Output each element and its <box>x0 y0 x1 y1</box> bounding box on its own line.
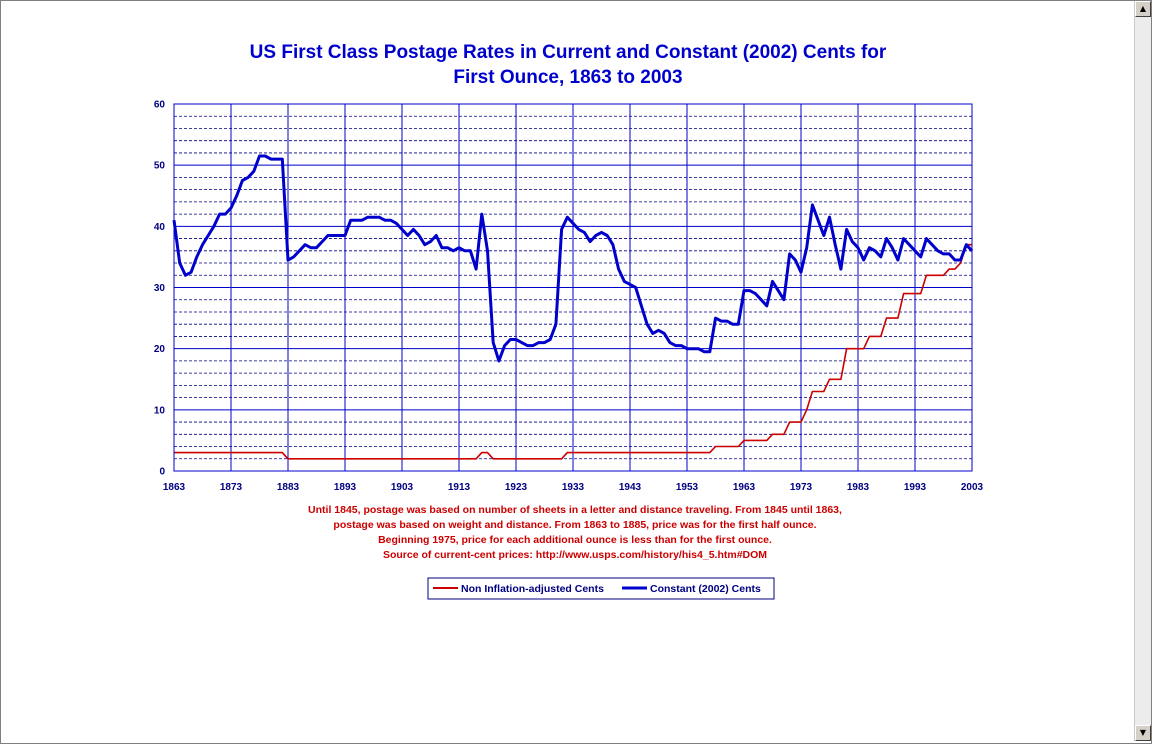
x-axis-ticks: 1863 1873 1883 1893 1903 1913 1923 1933 1943 1953… <box>163 482 984 493</box>
grid <box>173 103 973 472</box>
down-arrow-icon[interactable]: ▼ <box>1135 725 1151 741</box>
y-tick-label: 30 <box>154 283 166 294</box>
x-tick-label: 1983 <box>847 482 870 493</box>
x-tick-label: 1883 <box>277 482 300 493</box>
x-tick-label: 1923 <box>505 482 528 493</box>
legend-label-constant: Constant (2002) Cents <box>650 583 761 595</box>
x-tick-label: 1913 <box>448 482 471 493</box>
x-tick-label: 1993 <box>904 482 927 493</box>
chart-title-line-2: First Ounce, 1863 to 2003 <box>453 67 682 88</box>
chart-title-line-1: US First Class Postage Rates in Current … <box>250 42 887 63</box>
series-line-constant-cents <box>172 154 974 363</box>
legend: Non Inflation-adjusted Cents Constant (2… <box>427 577 775 600</box>
y-tick-label: 0 <box>159 467 165 478</box>
legend-label-current: Non Inflation-adjusted Cents <box>461 583 604 595</box>
x-tick-label: 1933 <box>562 482 585 493</box>
y-axis-ticks: 0 10 20 30 40 50 60 <box>154 100 166 478</box>
x-tick-label: 1953 <box>676 482 699 493</box>
note-line-4: Source of current-cent prices: http://ww… <box>383 549 767 561</box>
y-tick-label: 10 <box>154 405 166 416</box>
y-tick-label: 20 <box>154 344 166 355</box>
series-lines <box>172 154 974 460</box>
series-line-current-cents <box>174 243 972 460</box>
up-arrow-icon[interactable]: ▲ <box>1135 1 1151 17</box>
x-tick-label: 1903 <box>391 482 414 493</box>
y-tick-label: 40 <box>154 222 166 233</box>
x-tick-label: 2003 <box>961 482 984 493</box>
x-tick-label: 1863 <box>163 482 186 493</box>
vertical-scrollbar[interactable]: ▲ ▼ <box>1134 1 1151 741</box>
plot-border <box>173 103 973 472</box>
y-tick-label: 60 <box>154 100 166 111</box>
note-line-1: Until 1845, postage was based on number … <box>308 504 842 516</box>
legend-box <box>427 577 775 600</box>
note-line-3: Beginning 1975, price for each additiona… <box>378 534 772 546</box>
x-tick-label: 1873 <box>220 482 243 493</box>
y-tick-label: 50 <box>154 161 166 172</box>
x-tick-label: 1963 <box>733 482 756 493</box>
x-tick-label: 1943 <box>619 482 642 493</box>
note-line-2: postage was based on weight and distance… <box>333 519 816 531</box>
x-tick-label: 1973 <box>790 482 813 493</box>
x-tick-label: 1893 <box>334 482 357 493</box>
